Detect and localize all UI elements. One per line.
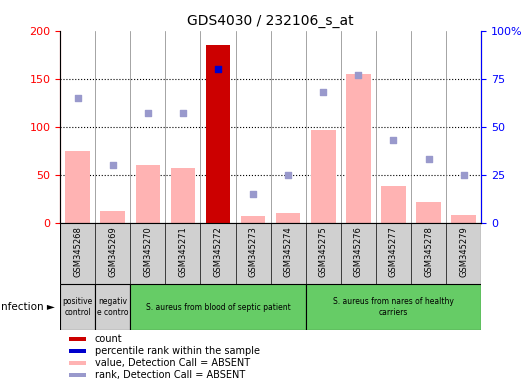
Point [109,162,117,168]
Point [179,110,187,116]
Point [284,172,292,178]
Point [424,156,433,162]
Bar [241,216,265,223]
Bar [451,215,476,223]
Bar [60,284,95,330]
Bar [69,349,86,353]
Point [144,110,152,116]
Bar [69,361,86,365]
Point [249,191,257,197]
Point [74,95,82,101]
Title: GDS4030 / 232106_s_at: GDS4030 / 232106_s_at [187,14,354,28]
Text: GSM345276: GSM345276 [354,226,363,276]
Text: GSM345268: GSM345268 [73,226,82,276]
Point [319,89,327,95]
Point [389,137,397,143]
Bar [381,186,406,223]
Text: GSM345273: GSM345273 [248,226,258,276]
Bar [206,45,230,223]
Bar [69,338,86,341]
Bar [276,213,301,223]
Bar [306,284,481,330]
Text: percentile rank within the sample: percentile rank within the sample [95,346,259,356]
Text: value, Detection Call = ABSENT: value, Detection Call = ABSENT [95,358,250,368]
Bar [135,165,160,223]
Text: GSM345275: GSM345275 [319,226,328,276]
Text: S. aureus from blood of septic patient: S. aureus from blood of septic patient [145,303,290,312]
Bar [416,202,441,223]
Text: infection ►: infection ► [0,302,55,312]
Text: rank, Detection Call = ABSENT: rank, Detection Call = ABSENT [95,370,245,380]
Point [354,72,362,78]
Bar [170,168,195,223]
Bar [311,130,336,223]
Text: GSM345271: GSM345271 [178,226,187,276]
Point [459,172,468,178]
Text: GSM345274: GSM345274 [283,226,293,276]
Bar [95,284,130,330]
Text: GSM345270: GSM345270 [143,226,152,276]
Bar [130,284,306,330]
Bar [346,74,371,223]
Point [214,66,222,72]
Text: GSM345279: GSM345279 [459,226,468,276]
Text: GSM345277: GSM345277 [389,226,398,276]
Bar [206,215,230,223]
Text: positive
control: positive control [63,298,93,317]
Text: GSM345272: GSM345272 [213,226,222,276]
Text: GSM345278: GSM345278 [424,226,433,276]
Text: S. aureus from nares of healthy
carriers: S. aureus from nares of healthy carriers [333,298,454,317]
Bar [69,373,86,377]
Bar [65,151,90,223]
Text: GSM345269: GSM345269 [108,226,117,276]
Text: count: count [95,334,122,344]
Bar [100,211,125,223]
Text: negativ
e contro: negativ e contro [97,298,129,317]
